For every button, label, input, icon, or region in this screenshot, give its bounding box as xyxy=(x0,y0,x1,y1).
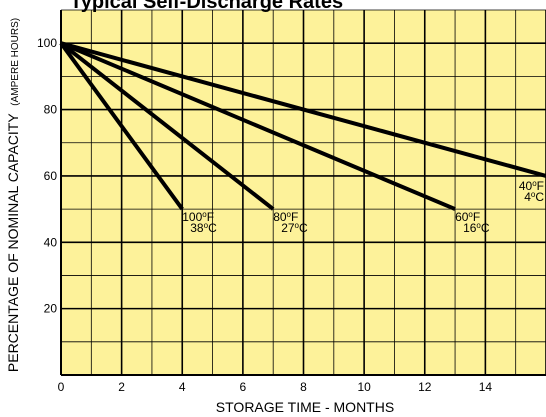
series-label-fahrenheit: 60oF xyxy=(455,210,480,224)
series-label-fahrenheit: 100oF xyxy=(182,210,214,224)
x-tick-label: 6 xyxy=(240,380,247,394)
y-tick-labels: 20 40 60 80 100 xyxy=(37,36,57,315)
series-line xyxy=(60,41,456,211)
x-tick-labels: 0 2 4 6 8 10 12 14 xyxy=(58,380,493,394)
x-tick-label: 10 xyxy=(357,380,371,394)
y-tick-label: 40 xyxy=(44,235,58,249)
series-label-fahrenheit: 40oF xyxy=(519,179,544,193)
y-tick-label: 20 xyxy=(44,302,58,316)
series-label-celsius: 4oC xyxy=(524,190,544,204)
x-tick-label: 12 xyxy=(418,380,432,394)
x-tick-label: 2 xyxy=(118,380,125,394)
series-lines xyxy=(59,41,546,211)
y-axis-title: PERCENTAGE OF NOMINAL CAPACITY (AMPERE H… xyxy=(5,18,21,372)
y-tick-label: 80 xyxy=(44,103,58,117)
series-line xyxy=(60,41,546,178)
series-label-celsius: 38oC xyxy=(190,221,217,235)
y-tick-label: 60 xyxy=(44,169,58,183)
series-line xyxy=(59,42,184,211)
chart-title: Typical Self-Discharge Rates xyxy=(70,0,343,13)
x-tick-label: 4 xyxy=(179,380,186,394)
series-label-celsius: 27oC xyxy=(281,221,308,235)
series-line xyxy=(59,41,275,211)
x-tick-label: 14 xyxy=(479,380,493,394)
y-tick-label: 100 xyxy=(37,36,57,50)
x-axis-title: STORAGE TIME - MONTHS xyxy=(216,399,394,415)
series-label-celsius: 16oC xyxy=(463,221,490,235)
x-tick-label: 0 xyxy=(58,380,65,394)
y-axis-title-suffix: (AMPERE HOURS) xyxy=(10,18,21,106)
series-label-fahrenheit: 80oF xyxy=(273,210,298,224)
x-tick-label: 8 xyxy=(300,380,307,394)
y-axis-title-main: PERCENTAGE OF NOMINAL CAPACITY xyxy=(5,113,21,372)
